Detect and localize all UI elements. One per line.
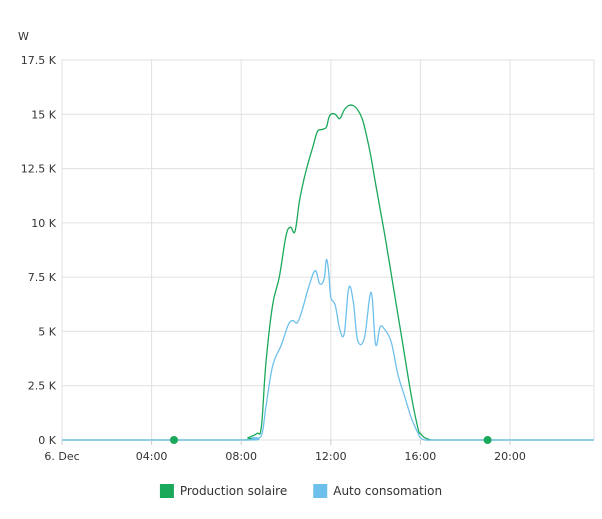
y-tick-label: 12.5 K [21, 163, 57, 176]
axis-layer: 0 K 2.5 K 5 K 7.5 K 10 K 12.5 K 15 K 17.5 K 6. D… [21, 54, 526, 463]
x-tick-label: 08:00 [225, 450, 257, 463]
x-tick-label: 20:00 [494, 450, 526, 463]
x-tick-label: 6. Dec [44, 450, 79, 463]
y-tick-label: 15 K [31, 108, 56, 121]
legend-swatch [313, 484, 328, 498]
y-tick-label: 17.5 K [21, 54, 57, 67]
x-tick-label: 04:00 [136, 450, 168, 463]
y-tick-label: 10 K [31, 217, 56, 230]
legend-label: Production solaire [180, 484, 287, 498]
y-tick-label: 2.5 K [28, 380, 57, 393]
y-tick-label: 5 K [38, 325, 56, 338]
legend-swatch [159, 484, 174, 498]
x-tick-label: 12:00 [315, 450, 347, 463]
y-axis-unit-label: W [18, 30, 29, 43]
y-tick-label: 0 K [38, 434, 56, 447]
legend[interactable]: Production solaire Auto consomation [159, 484, 442, 498]
series-line-auto-consomation[interactable] [62, 258, 594, 441]
series-layer [62, 104, 594, 444]
y-tick-label: 7.5 K [28, 271, 57, 284]
series-line-production-solaire[interactable] [62, 104, 594, 441]
data-point-marker[interactable] [170, 436, 178, 444]
data-point-marker[interactable] [483, 436, 492, 444]
x-tick-label: 16:00 [405, 450, 437, 463]
legend-item-auto-consomation[interactable]: Auto consomation [313, 484, 442, 498]
legend-item-production-solaire[interactable]: Production solaire [159, 484, 287, 498]
grid-layer [61, 59, 595, 441]
legend-label: Auto consomation [333, 484, 442, 498]
